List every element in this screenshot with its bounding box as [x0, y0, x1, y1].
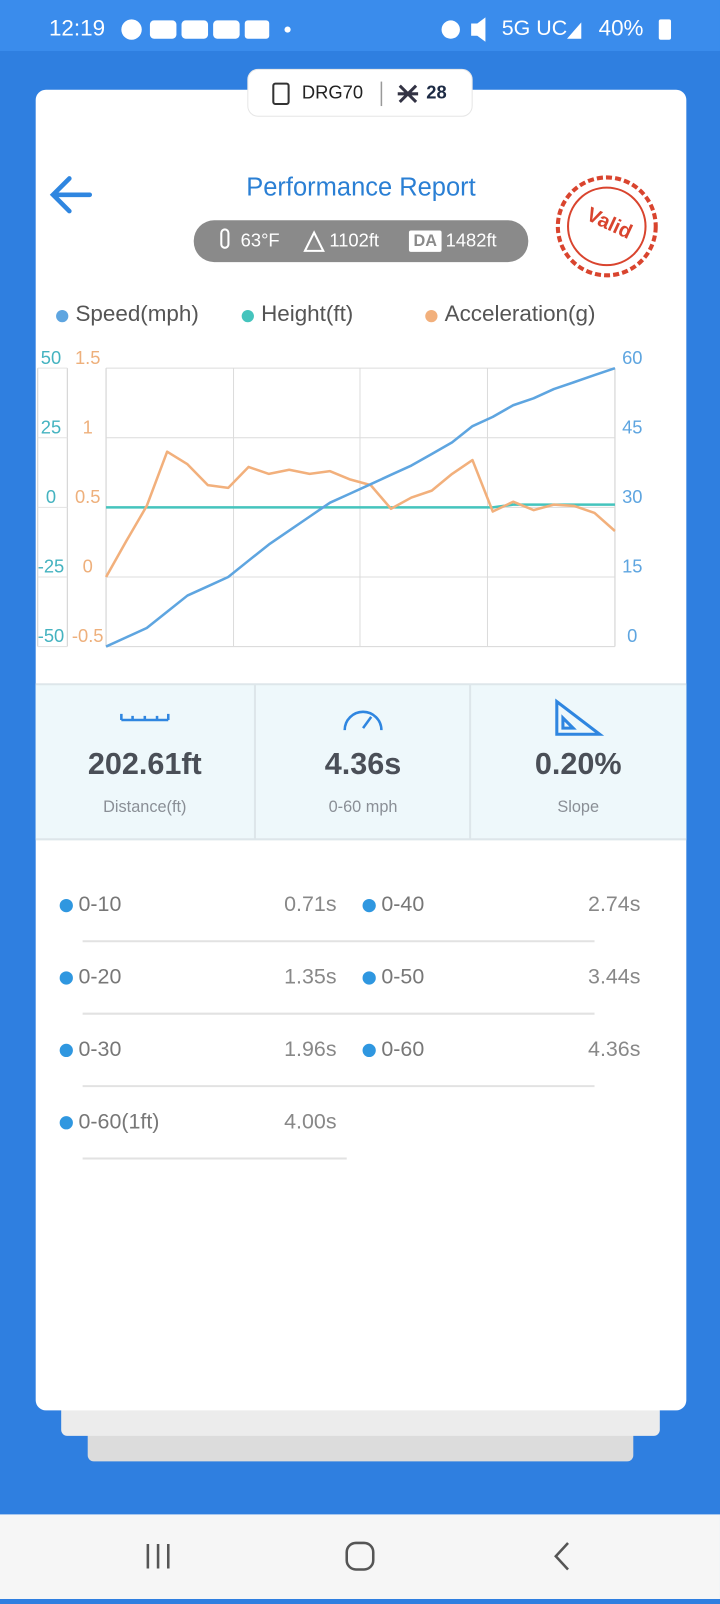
y3-tick-label: 1.5: [75, 347, 101, 368]
temperature: 63°F: [241, 230, 280, 251]
density-altitude: 1482ft: [446, 230, 497, 251]
y2-tick-label: 30: [622, 486, 642, 507]
y3-tick-label: -0.5: [72, 625, 104, 646]
device-name: DRG70: [302, 82, 363, 103]
y-tick-label: -25: [38, 556, 65, 577]
split-dot: [362, 898, 376, 913]
status-icons: [121, 17, 672, 42]
nav-back[interactable]: [554, 1542, 569, 1571]
split-time: 0.71s: [284, 892, 336, 916]
stat-value: 0.20%: [535, 747, 622, 781]
split-label: 0-20: [79, 965, 122, 989]
speed-icon: [343, 710, 383, 731]
y2-tick-label: 15: [622, 556, 642, 577]
thermometer-icon: [220, 228, 230, 249]
split-label: 0-50: [381, 965, 424, 989]
stat-label: Slope: [557, 798, 599, 816]
page-title: Performance Report: [246, 173, 475, 201]
split-dot: [362, 971, 376, 985]
split-dot: [362, 1043, 376, 1058]
legend-label: Speed(mph): [75, 301, 198, 326]
altitude-icon: [303, 230, 325, 252]
split-label: 0-40: [381, 892, 424, 916]
y3-tick-label: 1: [83, 416, 93, 437]
split-time: 4.36s: [588, 1037, 640, 1061]
device-pill[interactable]: [247, 68, 473, 117]
status-network: 5G UC: [502, 16, 567, 40]
nav-bar: [0, 1514, 720, 1600]
legend-marker: [56, 310, 69, 323]
y-tick-label: 0: [46, 486, 56, 507]
da-badge-text: DA: [413, 232, 437, 250]
legend-marker: [241, 310, 254, 323]
y2-tick-label: 60: [622, 347, 642, 368]
split-time: 2.74s: [588, 892, 640, 916]
y3-tick-label: 0.5: [75, 486, 101, 507]
split-time: 3.44s: [588, 965, 640, 989]
speed-icon-needle: [362, 716, 373, 729]
nav-recent[interactable]: [146, 1543, 170, 1569]
nav-home[interactable]: [345, 1541, 375, 1571]
y2-tick-label: 0: [627, 625, 637, 646]
stat-label: Distance(ft): [103, 798, 186, 816]
altitude: 1102ft: [329, 230, 379, 251]
stat-value: 202.61ft: [88, 747, 202, 781]
split-time: 1.35s: [284, 965, 336, 989]
split-dot: [59, 1043, 73, 1058]
conditions-pill: [193, 220, 529, 263]
split-label: 0-30: [79, 1037, 122, 1061]
chart: -50 -25 0 25 50 -0.5 0 0.5 1 1.5 0 15 30 45 60: [37, 347, 642, 648]
stats: 202.61ft Distance(ft) 4.36s 0-60 mph 0.20% Sl…: [88, 747, 622, 816]
stats-panel: [35, 684, 687, 840]
series-line: [106, 503, 615, 509]
device-icon: [272, 82, 290, 106]
legend-label: Acceleration(g): [445, 301, 596, 326]
split-dot: [59, 898, 73, 913]
split-label: 0-60(1ft): [79, 1109, 160, 1133]
splits-list: 0-10 0.71s 0-40 2.74s 0-20 1.35s 0-50 3.44s 0-30…: [59, 892, 640, 1160]
split-time: 1.96s: [284, 1037, 336, 1061]
count-icon: [397, 84, 419, 104]
series-line: [105, 366, 616, 648]
y2-tick-label: 45: [622, 416, 642, 437]
y-tick-label: 50: [41, 347, 61, 368]
status-bar: [0, 0, 720, 51]
split-label: 0-60: [381, 1037, 424, 1061]
back-button[interactable]: [49, 176, 93, 214]
split-label: 0-10: [79, 892, 122, 916]
split-dot: [59, 1116, 73, 1130]
slope-icon: [555, 698, 605, 736]
legend-label: Height(ft): [261, 301, 353, 326]
y-tick-label: 25: [41, 416, 61, 437]
legend-marker: [425, 310, 438, 323]
series-line: [104, 450, 616, 578]
status-battery: 40%: [599, 15, 644, 40]
y3-tick-label: 0: [83, 556, 93, 577]
device-count: 28: [426, 82, 446, 103]
y-tick-label: -50: [38, 625, 65, 646]
stat-value: 4.36s: [325, 747, 402, 781]
distance-icon: [120, 713, 170, 722]
split-dot: [59, 971, 73, 985]
da-badge: [408, 230, 442, 252]
stat-label: 0-60 mph: [329, 798, 398, 816]
split-time: 4.00s: [284, 1109, 336, 1133]
status-time: 12:19: [49, 15, 105, 40]
